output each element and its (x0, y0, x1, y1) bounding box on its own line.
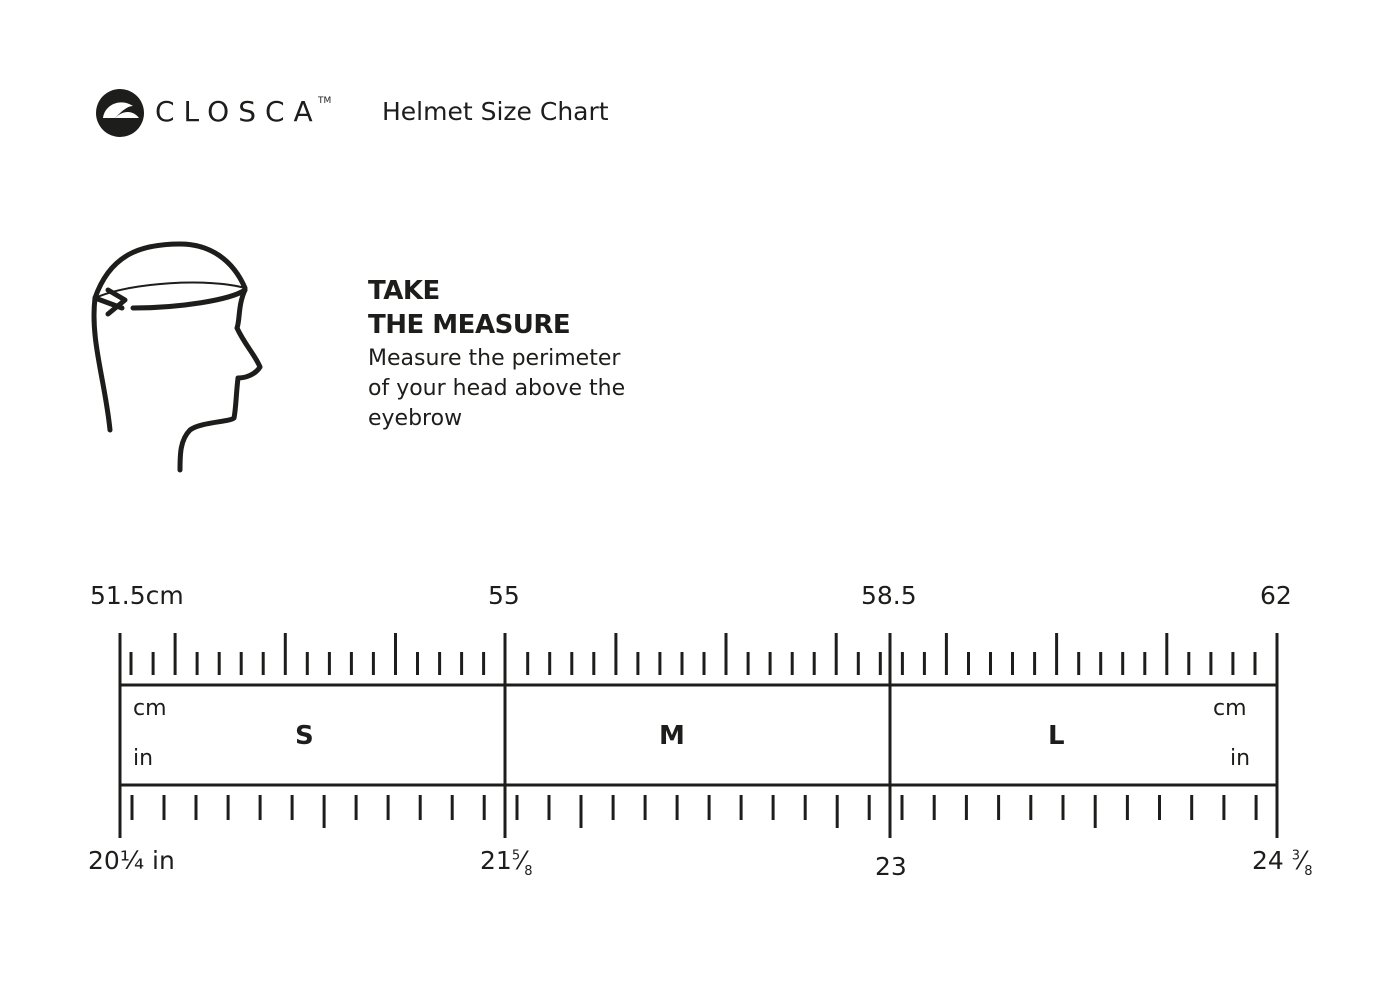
in-label-24-3-8: 24 3⁄8 (1252, 846, 1313, 879)
heading-line-1: TAKE (368, 276, 440, 306)
cm-label-start: 51.5cm (90, 581, 184, 610)
unit-in-left: in (133, 746, 154, 771)
cm-label-55: 55 (488, 581, 520, 610)
size-m-label: M (659, 721, 685, 751)
in-label-21-5-8: 215⁄8 (480, 846, 533, 879)
size-s-label: S (295, 721, 314, 751)
head-measure-icon (91, 241, 263, 473)
unit-cm-right: cm (1213, 696, 1247, 721)
in-label-start: 20¼ in (88, 846, 175, 875)
trademark: TM (318, 96, 332, 106)
instruction-line-2: of your head above the (368, 376, 626, 401)
instruction-line-1: Measure the perimeter (368, 346, 621, 371)
heading-line-2: THE MEASURE (368, 310, 571, 340)
unit-in-right: in (1230, 746, 1251, 771)
instruction-line-3: eyebrow (368, 406, 463, 431)
cm-label-58-5: 58.5 (861, 581, 917, 610)
brand-name: CLOSCA (155, 95, 322, 128)
closca-logo-icon (96, 89, 144, 137)
in-label-23: 23 (875, 852, 907, 881)
page-title: Helmet Size Chart (382, 97, 609, 126)
cm-label-62: 62 (1260, 581, 1292, 610)
size-l-label: L (1048, 721, 1065, 751)
unit-cm-left: cm (133, 696, 167, 721)
